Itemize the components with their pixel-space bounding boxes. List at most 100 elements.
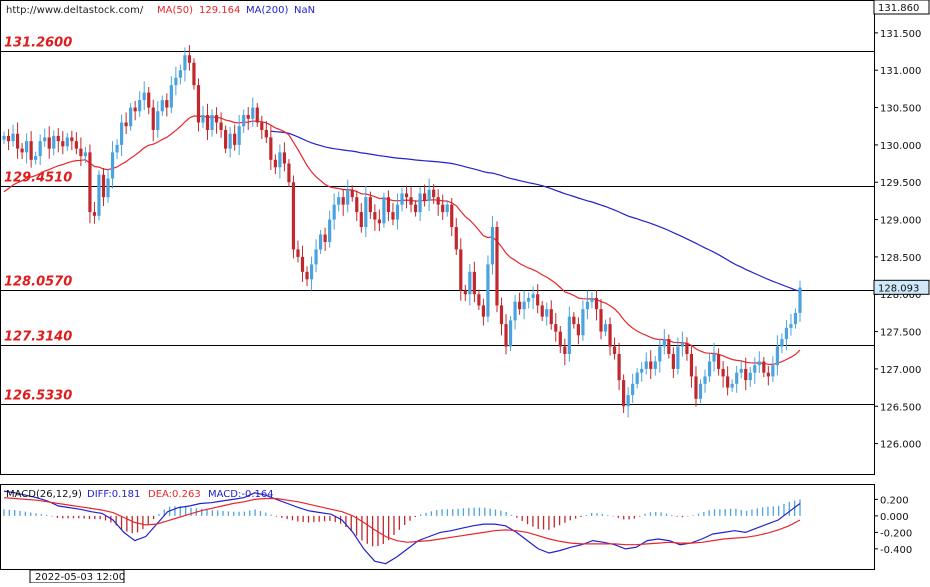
candle-down bbox=[296, 249, 300, 257]
candle-down bbox=[576, 324, 580, 336]
candle-down bbox=[246, 115, 250, 119]
macd-value: MACD:-0.164 bbox=[208, 489, 274, 500]
candle-up bbox=[106, 178, 110, 198]
candle-down bbox=[61, 141, 65, 147]
candle-up bbox=[169, 85, 173, 108]
price-tick-label: 126.000 bbox=[880, 440, 921, 451]
candle-up bbox=[545, 309, 549, 317]
candle-down bbox=[187, 55, 192, 63]
candle-up bbox=[65, 137, 69, 147]
candle-up bbox=[119, 122, 124, 145]
candle-up bbox=[735, 372, 739, 384]
macd-dea-line bbox=[3, 497, 801, 546]
candle-up bbox=[775, 346, 779, 366]
candle-up bbox=[400, 193, 404, 205]
candle-down bbox=[608, 324, 612, 347]
price-tick-label: 126.500 bbox=[880, 402, 921, 413]
candle-down bbox=[291, 182, 296, 250]
candle-up bbox=[395, 204, 400, 220]
candle-down bbox=[323, 234, 327, 242]
candle-up bbox=[676, 346, 680, 369]
candle-down bbox=[594, 297, 599, 310]
candle-up bbox=[382, 197, 386, 224]
candle-down bbox=[165, 100, 169, 108]
candle-up bbox=[25, 141, 29, 153]
candle-down bbox=[495, 227, 499, 306]
candle-up bbox=[513, 301, 517, 321]
candle-up bbox=[418, 193, 422, 213]
candle-down bbox=[377, 219, 381, 224]
candle-up bbox=[314, 249, 318, 265]
candle-up bbox=[178, 70, 182, 78]
candle-up bbox=[52, 135, 56, 149]
candle-down bbox=[359, 212, 363, 228]
ma200-value: NaN bbox=[294, 5, 315, 16]
candle-up bbox=[156, 111, 160, 130]
candle-down bbox=[391, 212, 395, 220]
candle-down bbox=[441, 204, 445, 213]
candle-down bbox=[721, 368, 725, 377]
candle-up bbox=[567, 316, 571, 354]
level-label: 128.0570 bbox=[4, 275, 72, 290]
candle-down bbox=[192, 62, 196, 86]
candle-down bbox=[477, 294, 481, 306]
current-price-label: 128.093 bbox=[878, 283, 919, 294]
candle-down bbox=[305, 271, 309, 280]
candle-down bbox=[355, 197, 359, 213]
macd-indicator: 0.200 0.000 -0.200 -0.400 bbox=[3, 490, 912, 565]
candle-up bbox=[328, 219, 332, 242]
candle-down bbox=[450, 204, 454, 228]
date-label: 2022-05-03 12:00 bbox=[35, 572, 125, 583]
candle-up bbox=[490, 227, 495, 265]
candle-up bbox=[242, 115, 246, 127]
candle-down bbox=[214, 115, 219, 123]
candle-down bbox=[88, 152, 92, 213]
macd-title: MACD(26,12,9) bbox=[6, 489, 82, 500]
price-axis: 131.500 131.000 130.500 130.000 129.500 129.0… bbox=[873, 0, 930, 451]
candle-down bbox=[558, 331, 562, 347]
macd-tick-label: -0.400 bbox=[880, 545, 912, 556]
candle-down bbox=[56, 135, 60, 142]
candle-down bbox=[423, 193, 427, 201]
candle-up bbox=[83, 152, 88, 157]
price-tick-label: 127.500 bbox=[880, 328, 921, 339]
ma200-line bbox=[270, 130, 801, 292]
candle-down bbox=[472, 271, 476, 295]
source-url[interactable]: http://www.deltastock.com/ bbox=[6, 5, 144, 16]
candle-up bbox=[278, 152, 282, 168]
candle-up bbox=[508, 320, 513, 347]
candle-up bbox=[38, 141, 42, 157]
macd-dea: DEA:0.263 bbox=[148, 489, 201, 500]
candle-down bbox=[689, 353, 694, 377]
candle-down bbox=[273, 159, 277, 168]
price-tick-label: 129.500 bbox=[880, 178, 921, 189]
candle-up bbox=[798, 287, 802, 313]
candle-up bbox=[183, 55, 187, 71]
candle-down bbox=[744, 368, 748, 381]
candle-up bbox=[427, 189, 431, 201]
current-price-box bbox=[873, 279, 930, 295]
price-tick-label: 130.000 bbox=[880, 141, 921, 152]
candle-down bbox=[517, 301, 522, 310]
candle-down bbox=[622, 380, 626, 407]
candle-down bbox=[79, 148, 83, 157]
candle-down bbox=[233, 133, 237, 145]
candle-down bbox=[92, 212, 97, 216]
candle-up bbox=[658, 346, 662, 362]
candle-down bbox=[224, 129, 228, 149]
candle-down bbox=[151, 107, 155, 130]
candle-up bbox=[680, 342, 685, 347]
candle-down bbox=[612, 346, 617, 354]
ma50-value: 129.164 bbox=[199, 5, 240, 16]
macd-diff-line bbox=[3, 490, 801, 565]
candle-up bbox=[707, 361, 712, 377]
candle-down bbox=[147, 92, 151, 108]
candle-up bbox=[698, 383, 703, 399]
candle-up bbox=[346, 189, 350, 205]
candle-up bbox=[364, 197, 368, 228]
candle-up bbox=[748, 372, 752, 381]
candle-up bbox=[228, 133, 232, 149]
candle-up bbox=[142, 92, 146, 101]
price-tick-label: 128.500 bbox=[880, 253, 921, 264]
candle-down bbox=[255, 107, 259, 123]
